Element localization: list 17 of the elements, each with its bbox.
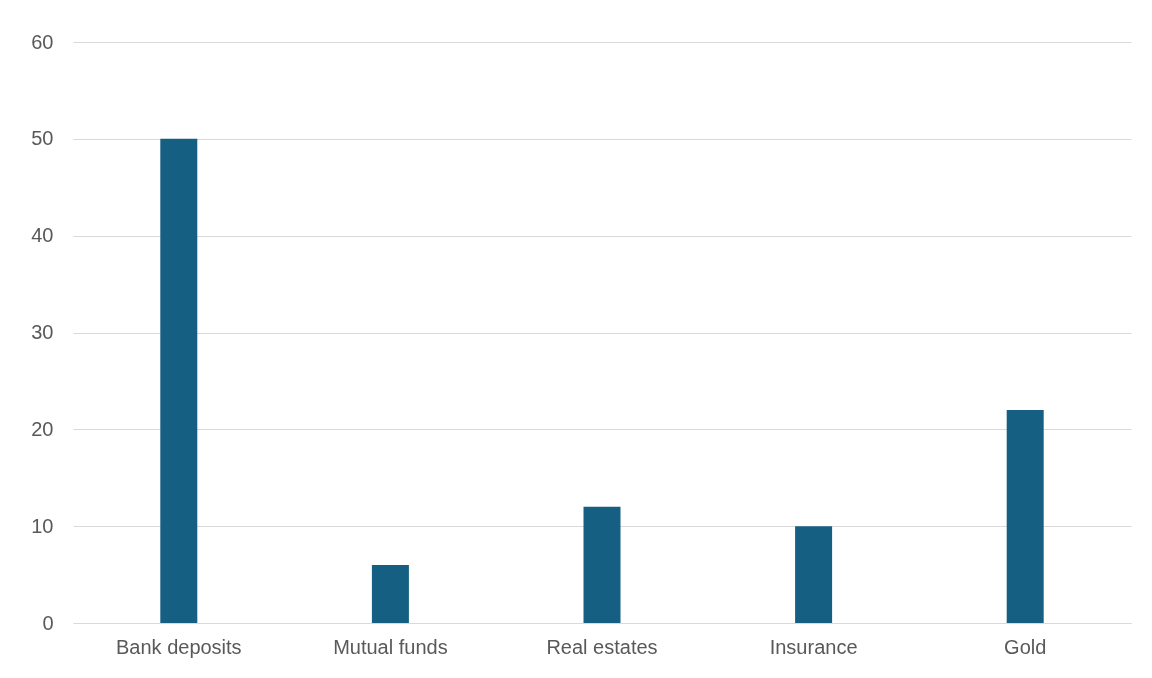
y-tick-label: 60 <box>31 30 54 53</box>
y-tick-label: 0 <box>42 611 54 634</box>
x-tick-label: Gold <box>1004 635 1047 658</box>
x-tick-label: Bank deposits <box>115 635 242 658</box>
y-tick-label: 30 <box>31 321 54 343</box>
bar <box>583 506 621 623</box>
y-tick-label: 40 <box>31 224 54 247</box>
bar <box>160 138 198 623</box>
y-tick-label: 10 <box>31 514 54 537</box>
y-tick-label: 20 <box>31 417 54 440</box>
x-tick-label: Insurance <box>769 635 858 658</box>
bar <box>371 564 409 623</box>
x-tick-label: Mutual funds <box>333 635 448 658</box>
bar <box>795 526 833 623</box>
x-tick-label: Real estates <box>546 635 658 658</box>
bar <box>1006 409 1044 623</box>
y-tick-label: 50 <box>31 127 54 150</box>
